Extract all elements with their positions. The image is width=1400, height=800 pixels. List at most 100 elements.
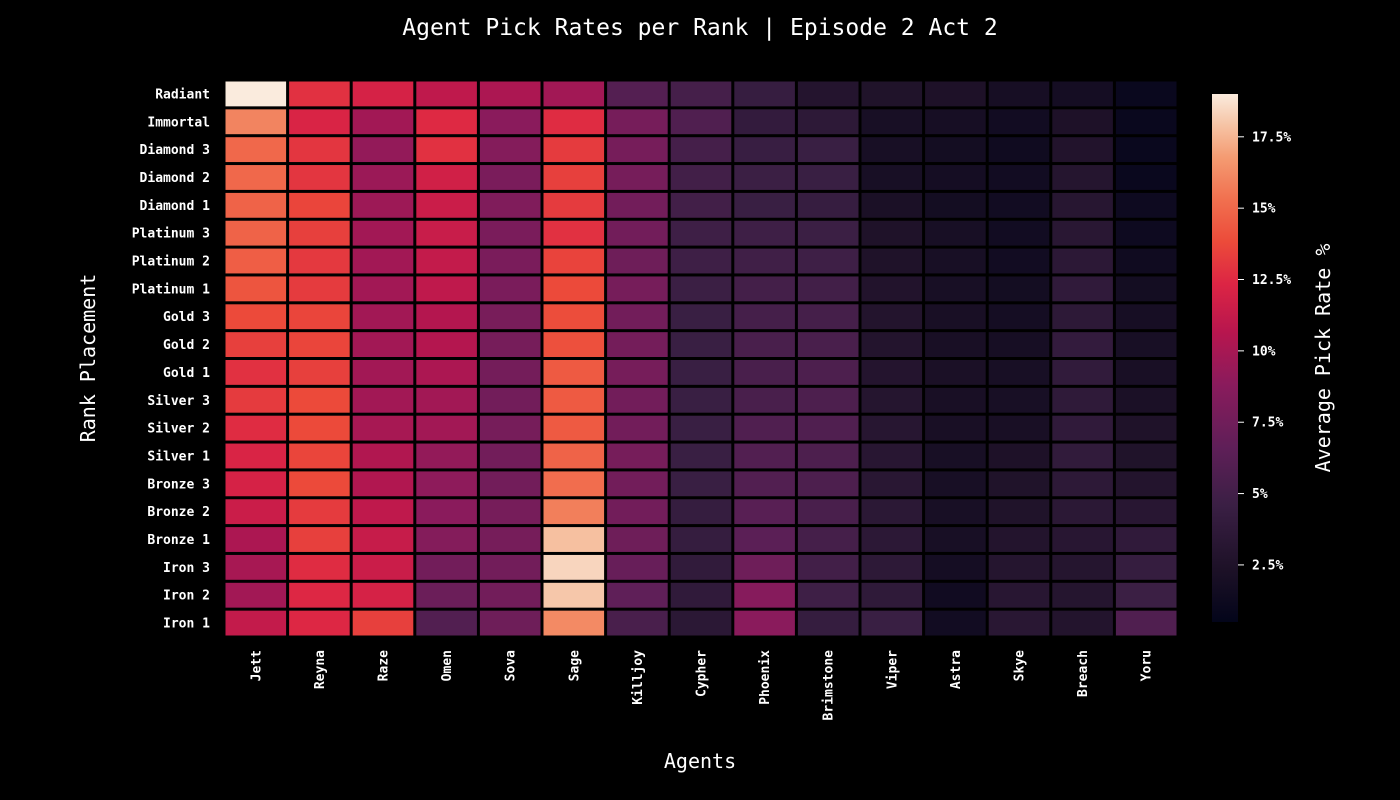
heatmap-cell-20-6 bbox=[543, 610, 605, 636]
heatmap-cell-8-10 bbox=[797, 276, 859, 302]
heatmap-cell-3-10 bbox=[797, 137, 859, 163]
heatmap-cell-5-13 bbox=[988, 192, 1050, 218]
heatmap-cell-8-1 bbox=[225, 276, 287, 302]
x-tick-labels: Jett Reyna Raze Omen Sova Sage Killjoy Cypher Ph… bbox=[249, 650, 1154, 721]
heatmap-cell-7-3 bbox=[352, 248, 414, 274]
x-tick-label: Brimstone bbox=[822, 650, 837, 721]
y-tick-label: Radiant bbox=[155, 87, 210, 102]
heatmap-cell-18-13 bbox=[988, 554, 1050, 580]
heatmap-cell-15-11 bbox=[861, 471, 923, 497]
heatmap-cell-12-8 bbox=[670, 387, 732, 413]
heatmap-cell-18-5 bbox=[479, 554, 541, 580]
heatmap-cell-14-7 bbox=[607, 443, 668, 469]
heatmap-cell-18-4 bbox=[416, 554, 477, 580]
x-tick-label: Jett bbox=[249, 650, 264, 681]
heatmap-cell-17-1 bbox=[225, 527, 287, 552]
heatmap-cell-1-13 bbox=[988, 81, 1050, 107]
colorbar-tick-label: 12.5% bbox=[1252, 273, 1291, 288]
heatmap-cell-16-11 bbox=[861, 499, 923, 525]
heatmap-cell-7-15 bbox=[1115, 248, 1177, 274]
heatmap-cell-13-7 bbox=[607, 415, 668, 441]
heatmap-cell-17-9 bbox=[734, 527, 795, 552]
y-tick-label: Silver 2 bbox=[147, 422, 210, 437]
heatmap-cell-1-10 bbox=[797, 81, 859, 107]
heatmap-cell-16-8 bbox=[670, 499, 732, 525]
heatmap-cell-5-15 bbox=[1115, 192, 1177, 218]
heatmap-cell-17-11 bbox=[861, 527, 923, 552]
heatmap-cell-11-5 bbox=[479, 360, 541, 385]
heatmap-cell-6-8 bbox=[670, 220, 732, 246]
heatmap-cell-5-1 bbox=[225, 192, 287, 218]
heatmap-cell-12-3 bbox=[352, 387, 414, 413]
heatmap-cell-15-15 bbox=[1115, 471, 1177, 497]
heatmap-cell-1-12 bbox=[925, 81, 986, 107]
heatmap-cell-18-7 bbox=[607, 554, 668, 580]
heatmap-cell-9-6 bbox=[543, 304, 605, 330]
heatmap-cell-11-10 bbox=[797, 360, 859, 385]
heatmap-cell-1-8 bbox=[670, 81, 732, 107]
heatmap-cell-11-1 bbox=[225, 360, 287, 385]
heatmap-cell-1-11 bbox=[861, 81, 923, 107]
heatmap-cell-13-6 bbox=[543, 415, 605, 441]
heatmap-cell-3-4 bbox=[416, 137, 477, 163]
heatmap-cell-7-1 bbox=[225, 248, 287, 274]
heatmap-cell-4-15 bbox=[1115, 165, 1177, 190]
y-tick-label: Silver 3 bbox=[147, 394, 210, 409]
heatmap-cell-15-3 bbox=[352, 471, 414, 497]
heatmap-cell-8-6 bbox=[543, 276, 605, 302]
x-axis-label: Agents bbox=[664, 749, 736, 773]
heatmap-cell-19-11 bbox=[861, 582, 923, 608]
heatmap-cell-13-10 bbox=[797, 415, 859, 441]
colorbar-tick-label: 10% bbox=[1252, 344, 1276, 359]
heatmap-cell-19-6 bbox=[543, 582, 605, 608]
heatmap-cell-17-5 bbox=[479, 527, 541, 552]
heatmap-cell-14-1 bbox=[225, 443, 287, 469]
heatmap-cell-3-8 bbox=[670, 137, 732, 163]
heatmap-cell-17-8 bbox=[670, 527, 732, 552]
heatmap-cell-15-8 bbox=[670, 471, 732, 497]
colorbar-ticks: 2.5% 5% 7.5% 10% 12.5% 15% 17.5% bbox=[1238, 130, 1291, 573]
heatmap-cell-3-1 bbox=[225, 137, 287, 163]
x-tick-label: Omen bbox=[440, 650, 455, 681]
x-tick-label: Sage bbox=[567, 650, 582, 681]
heatmap-cell-4-1 bbox=[225, 165, 287, 190]
heatmap-cell-6-14 bbox=[1052, 220, 1113, 246]
heatmap-cell-6-7 bbox=[607, 220, 668, 246]
heatmap-cell-19-9 bbox=[734, 582, 795, 608]
heatmap-cell-17-6 bbox=[543, 527, 605, 552]
heatmap-cell-2-4 bbox=[416, 109, 477, 135]
heatmap-cell-15-9 bbox=[734, 471, 795, 497]
heatmap-cell-10-15 bbox=[1115, 332, 1177, 357]
y-tick-label: Bronze 2 bbox=[147, 505, 210, 520]
heatmap-cell-17-10 bbox=[797, 527, 859, 552]
heatmap-cell-8-12 bbox=[925, 276, 986, 302]
heatmap-cell-11-14 bbox=[1052, 360, 1113, 385]
heatmap-cell-7-9 bbox=[734, 248, 795, 274]
heatmap-cell-16-4 bbox=[416, 499, 477, 525]
heatmap-cell-16-13 bbox=[988, 499, 1050, 525]
heatmap-cell-20-2 bbox=[289, 610, 350, 636]
heatmap-cell-10-13 bbox=[988, 332, 1050, 357]
heatmap-cell-19-4 bbox=[416, 582, 477, 608]
heatmap-cell-3-15 bbox=[1115, 137, 1177, 163]
x-tick-label: Sova bbox=[504, 650, 519, 681]
x-tick-label: Raze bbox=[377, 650, 392, 681]
heatmap-cell-4-4 bbox=[416, 165, 477, 190]
heatmap-cell-2-8 bbox=[670, 109, 732, 135]
heatmap-cell-10-3 bbox=[352, 332, 414, 357]
heatmap-cell-19-13 bbox=[988, 582, 1050, 608]
heatmap-cell-13-11 bbox=[861, 415, 923, 441]
heatmap-cell-8-9 bbox=[734, 276, 795, 302]
heatmap-cell-1-14 bbox=[1052, 81, 1113, 107]
heatmap-cell-7-10 bbox=[797, 248, 859, 274]
heatmap-cell-8-7 bbox=[607, 276, 668, 302]
heatmap-cell-13-2 bbox=[289, 415, 350, 441]
heatmap-cell-7-13 bbox=[988, 248, 1050, 274]
heatmap-cell-9-11 bbox=[861, 304, 923, 330]
heatmap-cell-8-8 bbox=[670, 276, 732, 302]
heatmap-cell-14-3 bbox=[352, 443, 414, 469]
heatmap-cell-4-3 bbox=[352, 165, 414, 190]
heatmap-cell-11-11 bbox=[861, 360, 923, 385]
heatmap-cell-4-7 bbox=[607, 165, 668, 190]
heatmap-cell-11-15 bbox=[1115, 360, 1177, 385]
